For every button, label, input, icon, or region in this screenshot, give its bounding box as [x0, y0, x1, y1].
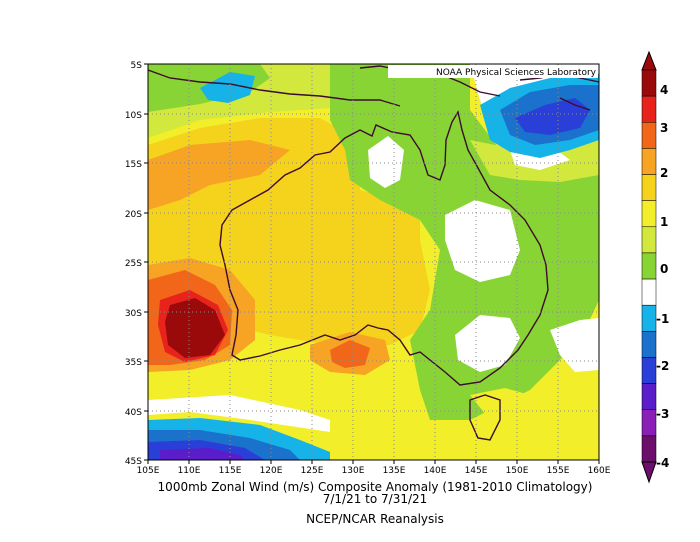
- colorbar-segment: [641, 95, 657, 123]
- colorbar-bottom-arrow: [641, 461, 657, 484]
- colorbar-labels: 4 3 2 1 0 -1 -2 -3 -4: [656, 83, 669, 470]
- colorbar-label: -2: [656, 359, 669, 373]
- lon-label: 110E: [178, 466, 201, 476]
- colorbar-segment: [641, 331, 657, 358]
- lon-label: 130E: [342, 466, 365, 476]
- lon-label: 150E: [506, 466, 529, 476]
- lat-label: 45S: [125, 457, 142, 467]
- lon-label: 125E: [301, 466, 324, 476]
- colorbar-label: 4: [660, 83, 668, 97]
- colorbar-label: 3: [660, 121, 668, 135]
- lon-label: 155E: [547, 466, 570, 476]
- colorbar-segment: [641, 148, 657, 175]
- colorbar-segment: [641, 226, 657, 254]
- caption-line-2: 7/1/21 to 7/31/21: [322, 492, 428, 506]
- lat-label: 25S: [125, 259, 142, 269]
- colorbar-segment: [641, 69, 657, 97]
- lat-label: 15S: [125, 160, 142, 170]
- lat-label: 20S: [125, 210, 142, 220]
- colorbar-segment: [641, 304, 657, 332]
- lat-label: 40S: [125, 408, 142, 418]
- colorbar-segment: [641, 278, 657, 306]
- colorbar-label: 0: [660, 262, 668, 276]
- colorbar-segment: [641, 252, 657, 280]
- lon-label: 135E: [383, 466, 406, 476]
- colorbar-label: -4: [656, 456, 669, 470]
- lon-label: 115E: [219, 466, 242, 476]
- colorbar-label: 2: [660, 166, 668, 180]
- lat-label: 35S: [125, 358, 142, 368]
- colorbar-label: -1: [656, 312, 669, 326]
- colorbar-label: 1: [660, 215, 668, 229]
- colorbar-segment: [641, 383, 657, 410]
- lon-label: 120E: [260, 466, 283, 476]
- anomaly-field: [148, 64, 599, 460]
- caption-line-1: 1000mb Zonal Wind (m/s) Composite Anomal…: [157, 480, 593, 494]
- colorbar-segment: [641, 435, 657, 463]
- colorbar-label: -3: [656, 407, 669, 421]
- colorbar-segment: [641, 357, 657, 384]
- lat-label: 10S: [125, 111, 142, 121]
- lon-label: 145E: [465, 466, 488, 476]
- colorbar-segment: [641, 200, 657, 228]
- lon-label: 160E: [588, 466, 611, 476]
- colorbar-segment: [641, 174, 657, 201]
- credit-box: NOAA Physical Sciences Laboratory: [388, 65, 598, 78]
- colorbar-segment: [641, 122, 657, 149]
- colorbar: [641, 50, 657, 484]
- lat-label: 5S: [131, 61, 143, 71]
- lon-label: 105E: [137, 466, 160, 476]
- caption-line-3: NCEP/NCAR Reanalysis: [306, 512, 444, 526]
- lon-label: 140E: [424, 466, 447, 476]
- colorbar-segment: [641, 409, 657, 437]
- colorbar-top-arrow: [641, 50, 657, 71]
- tick-marks: [144, 63, 600, 464]
- credit-text: NOAA Physical Sciences Laboratory: [436, 68, 597, 78]
- latitude-labels: 5S 10S 15S 20S 25S 30S 35S 40S 45S: [125, 61, 142, 467]
- longitude-labels: 105E 110E 115E 120E 125E 130E 135E 140E …: [137, 466, 611, 476]
- lat-label: 30S: [125, 309, 142, 319]
